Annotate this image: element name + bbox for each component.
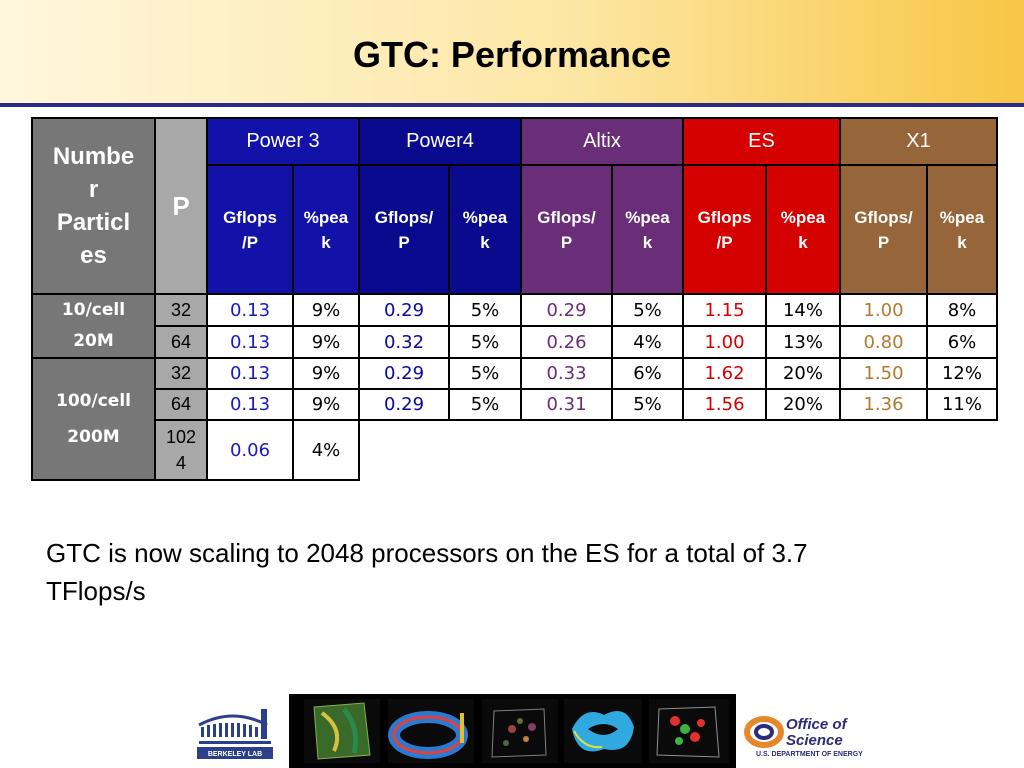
title-divider [0, 103, 1024, 107]
table-cell: 0.32 [358, 325, 450, 359]
visualization-strip [289, 694, 736, 768]
table-cell: 1.62 [682, 357, 767, 390]
table-row: 102 4 0.06 4% [32, 419, 997, 481]
group-header-es: ES [682, 117, 841, 166]
title-banner [0, 0, 1024, 103]
table-cell: 0.31 [520, 388, 613, 421]
table-cell: 5% [448, 325, 522, 359]
doe-logo-line1: Office of [786, 716, 849, 733]
table-cell: 9% [292, 388, 360, 421]
berkeley-lab-logo: BERKELEY LAB [193, 703, 276, 761]
p-value: 102 4 [154, 419, 208, 481]
table-cell: 5% [448, 388, 522, 421]
table-cell: 1.50 [839, 357, 928, 390]
visualization-thumbnail [388, 699, 474, 763]
table-row: 10/cell 20M 32 0.13 9% 0.29 5% 0.29 5% 1… [31, 293, 998, 359]
table-cell: 4% [292, 419, 360, 481]
subheader-gflops: Gflops/P [520, 164, 613, 295]
subheader-gflops: Gflops/P [839, 164, 928, 295]
table-cell: 6% [611, 357, 684, 390]
table-cell: 8% [926, 293, 998, 327]
section-label-10-cell: 10/cell 20M [31, 293, 156, 359]
table-cell: 1.00 [682, 325, 767, 359]
doe-logo-line3: U.S. DEPARTMENT OF ENERGY [756, 751, 863, 758]
subheader-peak: %pea k [448, 164, 522, 295]
group-header-x1: X1 [839, 117, 998, 166]
number-particles-header: Numbe r Particl es [31, 117, 156, 295]
p-value: 32 [154, 293, 208, 327]
subheader-gflops: Gflops/P [682, 164, 767, 295]
table-cell: 9% [292, 293, 360, 327]
subheader-gflops: Gflops/P [206, 164, 294, 295]
table-row: 64 0.13 9% 0.29 5% 0.31 5% 1.56 20% 1.36… [32, 388, 998, 421]
visualization-thumbnail [649, 699, 729, 763]
p-value: 64 [154, 388, 208, 421]
table-cell: 0.33 [520, 357, 613, 390]
table-cell: 11% [926, 388, 998, 421]
p-value: 32 [154, 357, 208, 390]
section-label-100-cell: 100/cell 200M [31, 357, 156, 481]
visualization-thumbnail [304, 699, 380, 763]
table-cell: 1.15 [682, 293, 767, 327]
table-cell: 1.00 [839, 293, 928, 327]
p-header: P [154, 117, 208, 295]
table-cell: 5% [611, 293, 684, 327]
table-cell: 0.29 [358, 388, 450, 421]
subheader-gflops: Gflops/P [358, 164, 450, 295]
table-cell: 0.13 [206, 325, 294, 359]
table-cell: 20% [765, 357, 841, 390]
table-cell: 12% [926, 357, 998, 390]
table-cell: 0.29 [358, 357, 450, 390]
table-cell: 1.56 [682, 388, 767, 421]
p-value: 64 [154, 325, 208, 359]
table-cell: 9% [292, 357, 360, 390]
group-header-power3: Power 3 [206, 117, 360, 166]
table-cell: 5% [611, 388, 684, 421]
table-cell: 9% [292, 325, 360, 359]
slide-title: GTC: Performance [352, 34, 672, 75]
table-row: 64 0.13 9% 0.32 5% 0.26 4% 1.00 13% 0.80… [32, 325, 998, 359]
empty-cell [359, 420, 997, 480]
visualization-thumbnail [482, 699, 558, 763]
office-of-science-logo: Office of Science U.S. DEPARTMENT OF ENE… [744, 712, 874, 760]
table-cell: 5% [448, 357, 522, 390]
table-cell: 0.26 [520, 325, 613, 359]
table-cell: 1.36 [839, 388, 928, 421]
group-header-power4: Power4 [358, 117, 522, 166]
table-cell: 0.29 [520, 293, 613, 327]
visualization-thumbnail [564, 699, 642, 763]
performance-table: Numbe r Particl es P Power 3 Power4 Alti… [31, 117, 998, 481]
group-header-altix: Altix [520, 117, 684, 166]
table-cell: 5% [448, 293, 522, 327]
table-cell: 0.13 [206, 388, 294, 421]
table-cell: 0.29 [358, 293, 450, 327]
subheader-peak: %pea k [611, 164, 684, 295]
table-cell: 14% [765, 293, 841, 327]
table-cell: 0.13 [206, 357, 294, 390]
doe-logo-line2: Science [786, 732, 843, 749]
subheader-peak: %pea k [765, 164, 841, 295]
table-cell: 4% [611, 325, 684, 359]
table-cell: 0.80 [839, 325, 928, 359]
table-row: 100/cell 200M 32 0.13 9% 0.29 5% 0.33 6%… [31, 357, 998, 481]
berkeley-lab-logo-text: BERKELEY LAB [208, 751, 262, 758]
subheader-peak: %pea k [926, 164, 998, 295]
table-cell: 6% [926, 325, 998, 359]
caption-text: GTC is now scaling to 2048 processors on… [46, 538, 808, 606]
table-cell: 13% [765, 325, 841, 359]
table-cell: 20% [765, 388, 841, 421]
subheader-peak: %pea k [292, 164, 360, 295]
table-cell: 0.06 [206, 419, 294, 481]
table-cell: 0.13 [206, 293, 294, 327]
